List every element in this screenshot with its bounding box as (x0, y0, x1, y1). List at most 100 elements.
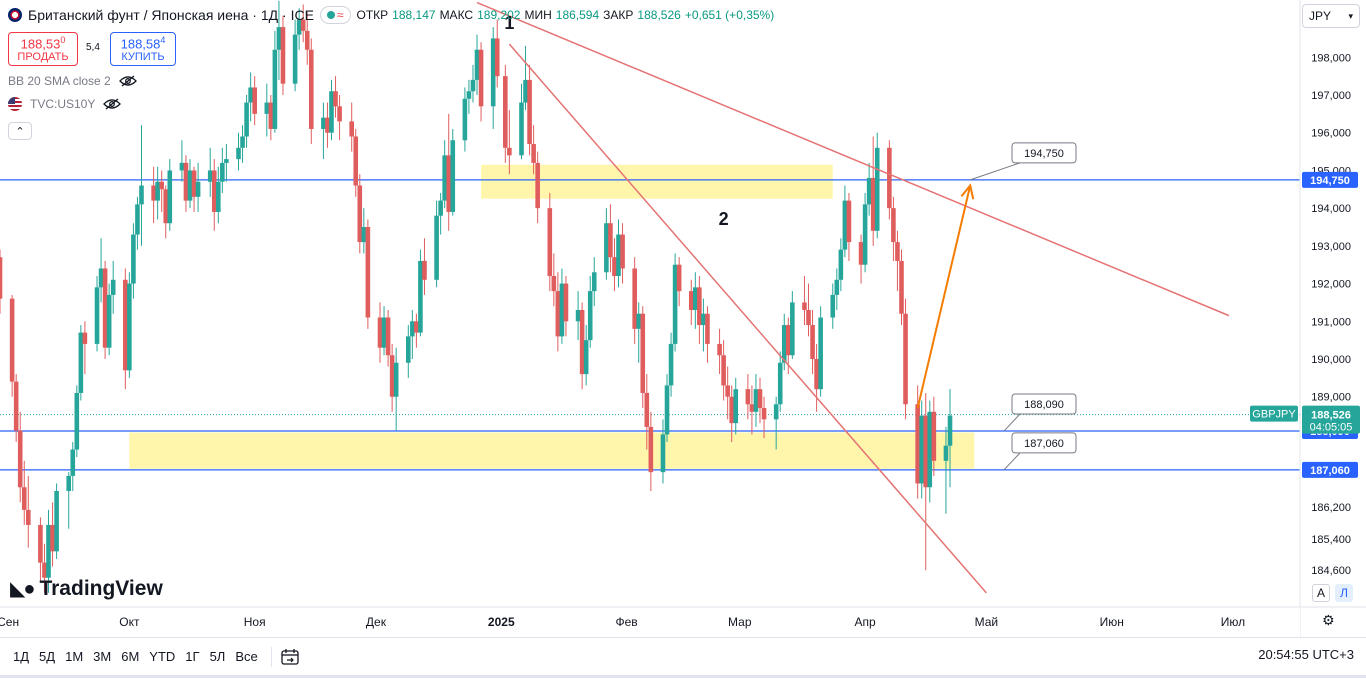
candle-body (891, 208, 896, 243)
indicator-bb-label: BB 20 SMA close 2 (8, 74, 111, 88)
current-price-tag-text: 188,526 (1311, 410, 1351, 422)
candle-body (337, 106, 342, 122)
candle-body (123, 279, 128, 371)
candle-body (664, 385, 670, 435)
wave-icon: ≈ (336, 8, 344, 22)
candle-body (761, 408, 767, 420)
chevron-down-icon: ▾ (1348, 10, 1353, 21)
timeframe-6m[interactable]: 6М (121, 649, 140, 664)
indicator-bb[interactable]: BB 20 SMA close 2 (8, 74, 137, 88)
candle-body (474, 49, 480, 80)
toolbar-divider (270, 646, 272, 667)
x-tick-label: Ноя (244, 615, 266, 629)
high-label: МАКС (439, 8, 474, 22)
log-scale-button[interactable]: Л (1335, 584, 1353, 602)
level-price-tag[interactable] (1302, 171, 1358, 188)
level-price-tag-text: 194,750 (1310, 175, 1350, 187)
price-callout-box[interactable] (1011, 432, 1077, 454)
auto-scale-button[interactable]: A (1312, 584, 1330, 602)
candle-body (434, 215, 439, 280)
eye-crossed-icon[interactable] (103, 98, 122, 110)
symbol-tag[interactable] (1250, 405, 1298, 422)
level-price-tag[interactable] (1302, 461, 1358, 478)
symbol-legend: Британский фунт / Японская иена · 1Д · I… (8, 6, 774, 24)
candle-body (818, 317, 823, 390)
support-resistance-zone[interactable] (129, 432, 975, 469)
close-value: 188,526 (637, 8, 681, 22)
timeframe-5y[interactable]: 5Л (209, 649, 226, 664)
timeframe-1d[interactable]: 1Д (13, 649, 30, 664)
timeframe-3m[interactable]: 3М (93, 649, 112, 664)
candle-body (587, 291, 593, 341)
time-axis[interactable] (0, 607, 1300, 637)
candle-body (325, 117, 330, 133)
tradingview-logo[interactable]: ◣● TradingView (10, 576, 163, 601)
candle-body (733, 389, 739, 424)
candle-body (308, 49, 314, 129)
candle-body (300, 19, 306, 31)
calendar-range-icon[interactable] (280, 648, 300, 666)
candle-body (519, 102, 524, 156)
candle-body (438, 200, 443, 216)
indicator-us10y[interactable]: TVC:US10Y (8, 97, 122, 111)
candle-body (745, 389, 751, 405)
timeframe-1m[interactable]: 1М (65, 649, 84, 664)
projection-arrow[interactable] (916, 185, 972, 409)
candle-body (559, 283, 565, 337)
candle-body (729, 396, 735, 424)
price-callout-text: 188,090 (1024, 399, 1064, 411)
clock-timezone[interactable]: 20:54:55 UTC+3 (1258, 647, 1354, 662)
chevron-up-icon: ⌃ (15, 125, 25, 138)
timeframe-all[interactable]: Все (235, 649, 258, 664)
current-price-tag[interactable] (1302, 405, 1360, 434)
market-status[interactable]: ≈ (319, 6, 351, 24)
tradingview-logo-text: TradingView (39, 576, 163, 600)
callout-pointer (1003, 413, 1021, 432)
candle-body (785, 325, 791, 356)
candle-body (329, 91, 334, 133)
currency-selector[interactable]: JPY ▾ (1302, 4, 1360, 28)
open-label: ОТКР (356, 8, 389, 22)
candle-body (110, 279, 116, 295)
timeframe-ytd[interactable]: YTD (149, 649, 176, 664)
trendline[interactable] (508, 43, 987, 594)
price-callout-box[interactable] (1011, 142, 1077, 164)
candle-body (862, 204, 868, 265)
buy-button[interactable]: 188,584 КУПИТЬ (110, 32, 176, 66)
symbol-title[interactable]: Британский фунт / Японская иена · 1Д · I… (28, 7, 314, 23)
candle-body (810, 325, 815, 359)
candle-body (240, 136, 245, 148)
sell-price: 188,530 (21, 35, 66, 51)
candle-body (579, 309, 585, 375)
timeframe-1y[interactable]: 1Г (185, 649, 200, 664)
candle-body (640, 313, 646, 393)
candle-body (220, 162, 225, 182)
candle-body (365, 227, 371, 318)
candle-body (38, 524, 43, 563)
y-tick-label: 196,000 (1311, 128, 1351, 140)
candle-body (17, 430, 23, 488)
price-callout-box[interactable] (1011, 393, 1077, 415)
timeframe-5d[interactable]: 5Д (39, 649, 56, 664)
y-tick-label: 197,000 (1311, 90, 1351, 102)
candle-body (167, 170, 173, 224)
trendline[interactable] (476, 1, 1230, 317)
candle-body (846, 200, 852, 243)
candle-body (870, 177, 876, 231)
eye-crossed-icon[interactable] (118, 75, 137, 87)
candle-body (781, 325, 787, 363)
sell-button[interactable]: 188,530 ПРОДАТЬ (8, 32, 78, 66)
candle-body (292, 34, 298, 84)
settings-icon[interactable]: ⚙ (1322, 612, 1335, 628)
candle-body (757, 389, 763, 409)
collapse-legend-button[interactable]: ⌃ (8, 122, 32, 140)
candle-body (25, 509, 31, 525)
candle-body (887, 147, 892, 209)
candle-body (701, 313, 706, 326)
buy-price: 188,584 (121, 35, 166, 51)
price-axis[interactable] (1300, 0, 1366, 637)
candle-body (790, 302, 795, 356)
wave-annotation-label: 2 (719, 209, 729, 229)
sell-price-sup: 0 (60, 34, 66, 45)
